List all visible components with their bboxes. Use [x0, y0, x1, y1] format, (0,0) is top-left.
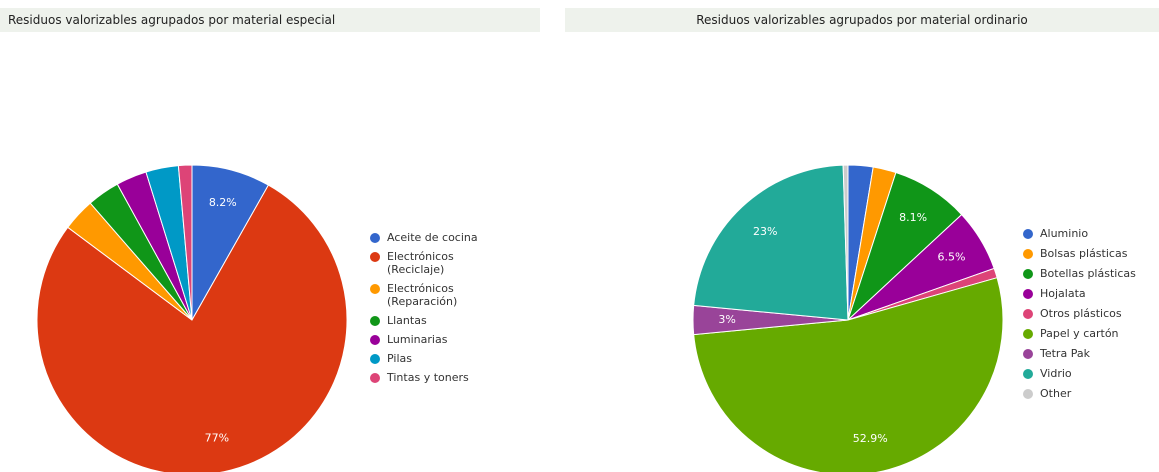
legend-item: Tetra Pak: [1023, 347, 1159, 360]
legend-label: Otros plásticos: [1040, 307, 1122, 320]
legend-swatch: [370, 354, 380, 364]
legend-swatch: [1023, 309, 1033, 319]
legend-swatch: [1023, 269, 1033, 279]
value-label: 8.1%: [899, 211, 927, 224]
legend-item: Bolsas plásticas: [1023, 247, 1159, 260]
legend-swatch: [370, 316, 380, 326]
legend-item: Other: [1023, 387, 1159, 400]
legend-swatch: [1023, 289, 1033, 299]
pie-slice: [693, 277, 1004, 472]
legend-swatch: [370, 335, 380, 345]
legend-swatch: [1023, 249, 1033, 259]
legend-label: Hojalata: [1040, 287, 1086, 300]
legend-item: Vidrio: [1023, 367, 1159, 380]
legend-item: Aluminio: [1023, 227, 1159, 240]
legend-item: Hojalata: [1023, 287, 1159, 300]
legend-item: Botellas plásticas: [1023, 267, 1159, 280]
legend-item: Llantas: [370, 314, 490, 327]
legend-label: Electrónicos (Reciclaje): [387, 250, 454, 276]
legend-item: Tintas y toners: [370, 371, 490, 384]
legend-label: Botellas plásticas: [1040, 267, 1136, 280]
legend-swatch: [1023, 229, 1033, 239]
legend-label: Tintas y toners: [387, 371, 469, 384]
pie-slice: [842, 164, 849, 321]
legend-item: Papel y cartón: [1023, 327, 1159, 340]
legend-item: Aceite de cocina: [370, 231, 490, 244]
legend-label: Vidrio: [1040, 367, 1072, 380]
legend-swatch: [370, 252, 380, 262]
legend-swatch: [370, 233, 380, 243]
legend-item: Electrónicos (Reparación): [370, 282, 490, 308]
legend-swatch: [1023, 369, 1033, 379]
value-label: 23%: [753, 225, 777, 238]
legend-label: Luminarias: [387, 333, 448, 346]
legend-label: Tetra Pak: [1040, 347, 1090, 360]
legend-swatch: [1023, 329, 1033, 339]
legend: Aluminio Bolsas plásticas Botellas plástic…: [1023, 227, 1159, 407]
pie-slice: [693, 164, 849, 321]
legend-label: Aluminio: [1040, 227, 1089, 240]
legend: Aceite de cocina Electrónicos (Reciclaje)…: [370, 231, 490, 390]
chart-title: Residuos valorizables agrupados por mate…: [0, 8, 540, 32]
value-label: 6.5%: [938, 250, 966, 263]
legend-swatch: [370, 284, 380, 294]
value-label: 77%: [205, 431, 229, 444]
legend-swatch: [1023, 389, 1033, 399]
legend-label: Electrónicos (Reparación): [387, 282, 458, 308]
legend-swatch: [1023, 349, 1033, 359]
legend-label: Pilas: [387, 352, 412, 365]
legend-swatch: [370, 373, 380, 383]
legend-item: Luminarias: [370, 333, 490, 346]
value-label: 3%: [718, 313, 735, 326]
chart-title: Residuos valorizables agrupados por mate…: [565, 8, 1159, 32]
legend-label: Papel y cartón: [1040, 327, 1119, 340]
legend-item: Pilas: [370, 352, 490, 365]
value-label: 52.9%: [853, 432, 888, 445]
legend-item: Electrónicos (Reciclaje): [370, 250, 490, 276]
legend-label: Bolsas plásticas: [1040, 247, 1128, 260]
legend-item: Otros plásticos: [1023, 307, 1159, 320]
legend-label: Llantas: [387, 314, 427, 327]
legend-label: Other: [1040, 387, 1072, 400]
legend-label: Aceite de cocina: [387, 231, 478, 244]
value-label: 8.2%: [209, 196, 237, 209]
pie-slice: [177, 164, 193, 321]
